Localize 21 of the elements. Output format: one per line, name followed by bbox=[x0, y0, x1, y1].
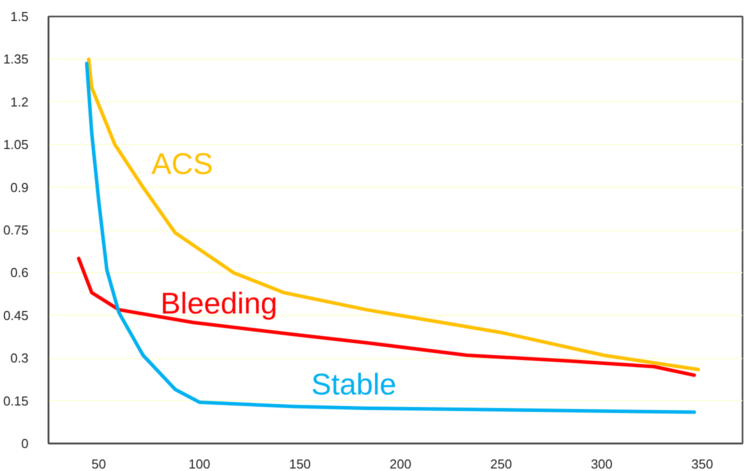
y-tick-label: 0.45 bbox=[3, 308, 29, 323]
y-tick-label: 1.35 bbox=[3, 52, 29, 67]
y-tick-label: 0.9 bbox=[10, 180, 29, 195]
y-tick-label: 1.05 bbox=[3, 137, 29, 152]
series-label: Stable bbox=[311, 368, 396, 402]
x-tick-label: 350 bbox=[691, 456, 714, 471]
y-tick-label: 0.6 bbox=[10, 265, 29, 280]
y-tick-label: 0.75 bbox=[3, 222, 29, 238]
x-tick-label: 150 bbox=[289, 456, 311, 471]
y-tick-label: 0.15 bbox=[3, 393, 29, 408]
y-tick-label: 0.3 bbox=[10, 350, 29, 366]
y-tick-label: 1.5 bbox=[10, 9, 29, 24]
x-tick-label: 200 bbox=[390, 456, 412, 471]
x-tick-label: 50 bbox=[92, 456, 106, 471]
x-tick-label: 250 bbox=[490, 456, 512, 471]
x-tick-label: 300 bbox=[590, 456, 613, 471]
series-label: ACS bbox=[151, 148, 214, 182]
series-label: Bleeding bbox=[160, 288, 278, 321]
y-tick-label: 1.2 bbox=[10, 94, 29, 110]
x-tick-label: 100 bbox=[188, 456, 210, 471]
y-tick-label: 0 bbox=[21, 436, 29, 451]
